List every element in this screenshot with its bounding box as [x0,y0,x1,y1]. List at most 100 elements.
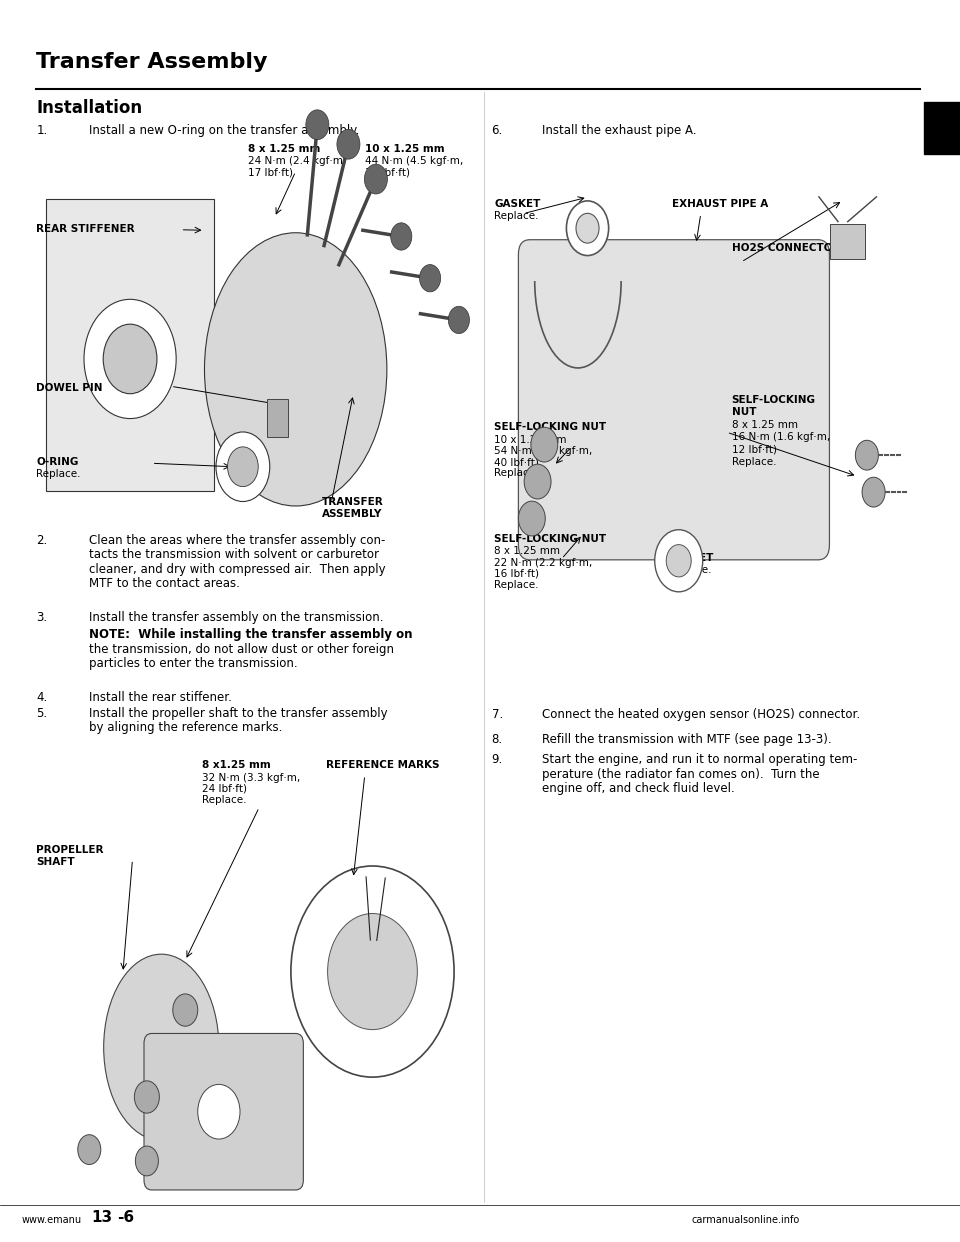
Circle shape [291,866,454,1077]
FancyBboxPatch shape [144,1033,303,1190]
Circle shape [576,214,599,243]
Bar [46,199,214,491]
Circle shape [135,1146,158,1176]
Text: 40 lbf·ft): 40 lbf·ft) [494,457,540,467]
Text: Install the rear stiffener.: Install the rear stiffener. [89,691,232,703]
Circle shape [173,994,198,1026]
Bar [830,224,865,260]
Circle shape [198,1084,240,1139]
Text: carmanualsonline.info: carmanualsonline.info [691,1215,800,1225]
Circle shape [228,447,258,487]
Text: TRANSFER: TRANSFER [322,497,383,507]
Text: SHAFT: SHAFT [36,857,75,867]
Text: -6: -6 [117,1210,134,1225]
Circle shape [420,265,441,292]
Text: SELF-LOCKING NUT: SELF-LOCKING NUT [494,534,607,544]
Text: 13: 13 [91,1210,112,1225]
Text: 8.: 8. [492,733,503,745]
Circle shape [655,530,703,592]
Text: Installation: Installation [36,99,143,117]
Text: Replace.: Replace. [494,211,539,221]
Text: cleaner, and dry with compressed air.  Then apply: cleaner, and dry with compressed air. Th… [89,563,386,575]
Text: SELF-LOCKING: SELF-LOCKING [732,395,815,405]
Text: perature (the radiator fan comes on).  Turn the: perature (the radiator fan comes on). Tu… [542,768,820,780]
Text: HO2S CONNECTOR: HO2S CONNECTOR [732,243,840,253]
Circle shape [216,432,270,502]
Text: Install a new O-ring on the transfer assembly.: Install a new O-ring on the transfer ass… [89,124,360,137]
Bar [924,102,960,154]
Text: 16 lbf·ft): 16 lbf·ft) [494,569,540,579]
Text: Start the engine, and run it to normal operating tem-: Start the engine, and run it to normal o… [542,753,858,765]
Circle shape [855,441,878,471]
Circle shape [327,913,418,1030]
FancyBboxPatch shape [518,240,829,560]
Text: 44 N·m (4.5 kgf·m,: 44 N·m (4.5 kgf·m, [365,156,463,166]
Text: Refill the transmission with MTF (see page 13-3).: Refill the transmission with MTF (see pa… [542,733,832,745]
Text: 12 lbf·ft): 12 lbf·ft) [732,445,777,455]
Text: Replace.: Replace. [494,580,539,590]
Text: 6.: 6. [492,124,503,137]
Circle shape [337,129,360,159]
Text: 2.: 2. [36,534,48,546]
Text: GASKET: GASKET [667,553,713,563]
Text: 7.: 7. [492,708,503,720]
Text: tacts the transmission with solvent or carburetor: tacts the transmission with solvent or c… [89,549,379,561]
Text: 54 N·m (5.5 kgf·m,: 54 N·m (5.5 kgf·m, [494,446,592,456]
Text: Replace.: Replace. [667,565,711,575]
Circle shape [78,1135,101,1165]
Circle shape [531,427,558,462]
Text: 17 lbf·ft): 17 lbf·ft) [248,168,293,178]
Text: www.emanu: www.emanu [21,1215,82,1225]
Text: Install the exhaust pipe A.: Install the exhaust pipe A. [542,124,697,137]
Text: by aligning the reference marks.: by aligning the reference marks. [89,720,282,734]
Text: engine off, and check fluid level.: engine off, and check fluid level. [542,782,735,795]
Text: Install the propeller shaft to the transfer assembly: Install the propeller shaft to the trans… [89,707,388,719]
Circle shape [524,465,551,499]
Text: 9.: 9. [492,753,503,765]
Text: Transfer Assembly: Transfer Assembly [36,52,268,72]
Text: 22 N·m (2.2 kgf·m,: 22 N·m (2.2 kgf·m, [494,558,592,568]
Text: Replace.: Replace. [732,457,776,467]
Text: Replace.: Replace. [494,468,539,478]
Text: 24 N·m (2.4 kgf·m,: 24 N·m (2.4 kgf·m, [248,156,346,166]
Text: Install the transfer assembly on the transmission.: Install the transfer assembly on the tra… [89,611,384,623]
Text: SELF-LOCKING NUT: SELF-LOCKING NUT [494,422,607,432]
Text: GASKET: GASKET [494,199,540,209]
Text: 8 x 1.25 mm: 8 x 1.25 mm [248,144,320,154]
Circle shape [306,109,329,139]
Circle shape [365,164,388,194]
Text: Clean the areas where the transfer assembly con-: Clean the areas where the transfer assem… [89,534,386,546]
Text: Connect the heated oxygen sensor (HO2S) connector.: Connect the heated oxygen sensor (HO2S) … [542,708,860,720]
Circle shape [566,201,609,256]
Text: particles to enter the transmission.: particles to enter the transmission. [89,657,298,669]
Text: MTF to the contact areas.: MTF to the contact areas. [89,576,240,590]
Text: 16 N·m (1.6 kgf·m,: 16 N·m (1.6 kgf·m, [732,432,829,442]
Text: Replace.: Replace. [202,795,246,805]
Text: O-RING: O-RING [36,457,79,467]
Text: DOWEL PIN: DOWEL PIN [36,383,103,392]
Ellipse shape [204,232,387,505]
Text: NUT: NUT [732,407,756,417]
Text: 1.: 1. [36,124,48,137]
Text: 8 x1.25 mm: 8 x1.25 mm [202,760,271,770]
Text: the transmission, do not allow dust or other foreign: the transmission, do not allow dust or o… [89,642,395,656]
Text: REFERENCE MARKS: REFERENCE MARKS [326,760,440,770]
Text: 10 x 1.25 mm: 10 x 1.25 mm [365,144,444,154]
Circle shape [84,299,177,419]
Text: EXHAUST PIPE A: EXHAUST PIPE A [672,199,768,209]
Circle shape [666,545,691,576]
Circle shape [448,307,469,334]
Text: 5.: 5. [36,707,48,719]
Circle shape [391,222,412,250]
Text: ASSEMBLY: ASSEMBLY [322,509,382,519]
Text: 24 lbf·ft): 24 lbf·ft) [202,784,247,794]
Text: 3.: 3. [36,611,48,623]
Circle shape [862,477,885,507]
Text: 32 N·m (3.3 kgf·m,: 32 N·m (3.3 kgf·m, [202,773,300,782]
Ellipse shape [104,954,219,1140]
Circle shape [518,501,545,537]
Text: Replace.: Replace. [36,469,81,479]
Text: 8 x 1.25 mm: 8 x 1.25 mm [732,420,798,430]
Text: 10 x 1.25 mm: 10 x 1.25 mm [494,435,567,445]
Text: 8 x 1.25 mm: 8 x 1.25 mm [494,546,561,556]
